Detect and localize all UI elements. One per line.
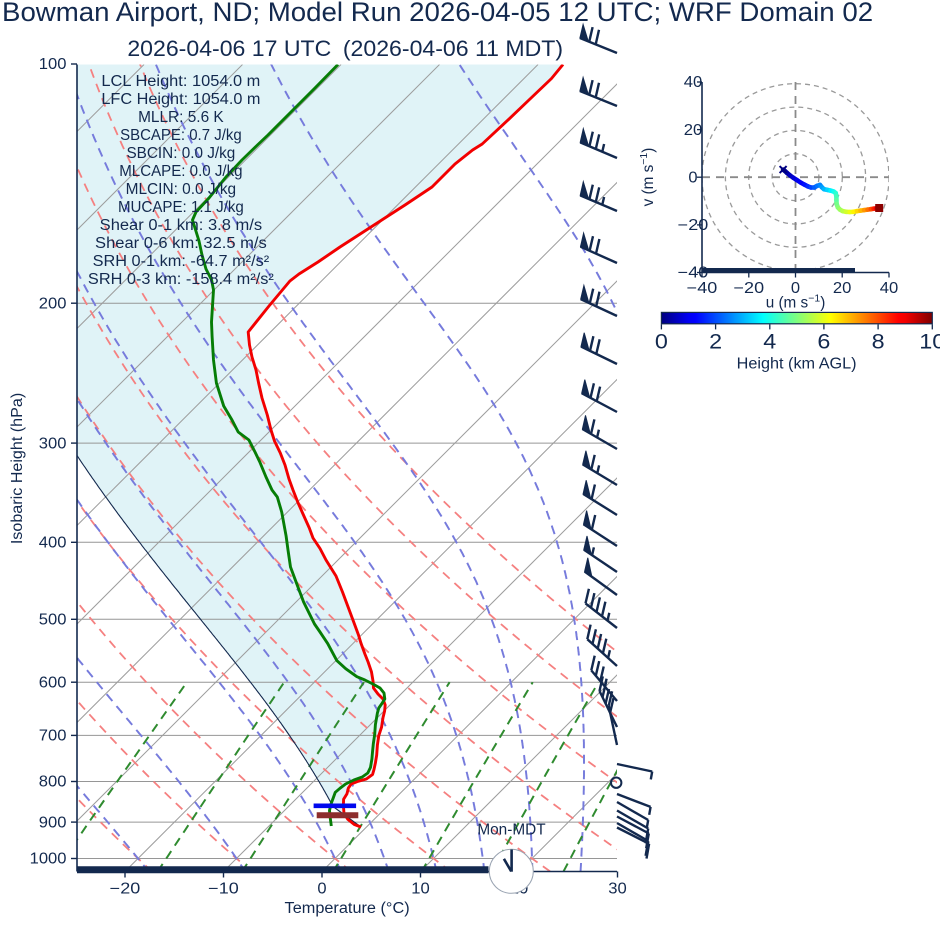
svg-text:4: 4 [763,329,776,354]
svg-text:MLCIN: 0.0 J/kg: MLCIN: 0.0 J/kg [126,181,237,198]
svg-text:800: 800 [39,774,67,791]
svg-text:100: 100 [39,56,67,73]
svg-text:500: 500 [39,612,67,629]
svg-text:0: 0 [317,880,326,897]
svg-text:8: 8 [872,329,885,354]
svg-text:40: 40 [684,74,703,91]
svg-text:−20: −20 [110,880,141,897]
svg-text:0: 0 [688,169,697,186]
svg-text:Height (km AGL): Height (km AGL) [737,355,857,372]
svg-text:Isobaric Height (hPa): Isobaric Height (hPa) [9,393,26,544]
svg-text:−10: −10 [208,880,239,897]
svg-text:900: 900 [39,814,67,831]
svg-text:−40: −40 [678,265,709,282]
svg-text:600: 600 [39,674,67,691]
svg-text:300: 300 [39,435,67,452]
svg-text:Temperature (°C): Temperature (°C) [285,900,410,917]
svg-text:40: 40 [880,280,899,297]
svg-text:Shear 0-6 km: 32.5 m/s: Shear 0-6 km: 32.5 m/s [95,235,267,252]
svg-text:LFC Height: 1054.0 m: LFC Height: 1054.0 m [101,91,260,108]
svg-text:LCL Height: 1054.0 m: LCL Height: 1054.0 m [101,73,260,90]
svg-text:700: 700 [39,728,67,745]
svg-text:10: 10 [919,329,940,354]
svg-text:6: 6 [817,329,830,354]
svg-text:SBCAPE: 0.7 J/kg: SBCAPE: 0.7 J/kg [120,127,242,144]
svg-text:10: 10 [411,880,430,897]
svg-text:MUCAPE: 1.1 J/kg: MUCAPE: 1.1 J/kg [118,199,244,216]
svg-text:0: 0 [791,280,800,297]
svg-text:Mon-MDT: Mon-MDT [477,822,545,839]
svg-text:SRH 0-3 km: -158.4 m²/s²: SRH 0-3 km: -158.4 m²/s² [88,271,274,288]
svg-text:Bowman Airport, ND; Model Run: Bowman Airport, ND; Model Run 2026-04-05… [2,0,873,27]
svg-text:20: 20 [833,280,852,297]
svg-text:−40: −40 [687,280,718,297]
svg-text:1000: 1000 [30,851,67,868]
svg-text:MLCAPE: 0.0 J/kg: MLCAPE: 0.0 J/kg [119,163,242,180]
svg-text:SBCIN: 0.0 J/kg: SBCIN: 0.0 J/kg [126,145,235,162]
svg-text:2026-04-06 17 UTC (2026-04-06: 2026-04-06 17 UTC (2026-04-06 11 MDT) [127,36,563,61]
svg-text:0: 0 [655,329,668,354]
svg-text:400: 400 [39,535,67,552]
svg-text:2: 2 [709,329,722,354]
svg-text:SRH 0-1 km: -64.7 m²/s²: SRH 0-1 km: -64.7 m²/s² [93,253,270,270]
svg-text:−20: −20 [678,217,709,234]
svg-text:−20: −20 [734,280,765,297]
svg-text:30: 30 [608,880,627,897]
svg-text:MLLR: 5.6 K: MLLR: 5.6 K [138,109,224,126]
svg-text:200: 200 [39,295,67,312]
svg-text:Shear 0-1 km: 3.8 m/s: Shear 0-1 km: 3.8 m/s [100,217,263,234]
svg-text:20: 20 [684,122,703,139]
